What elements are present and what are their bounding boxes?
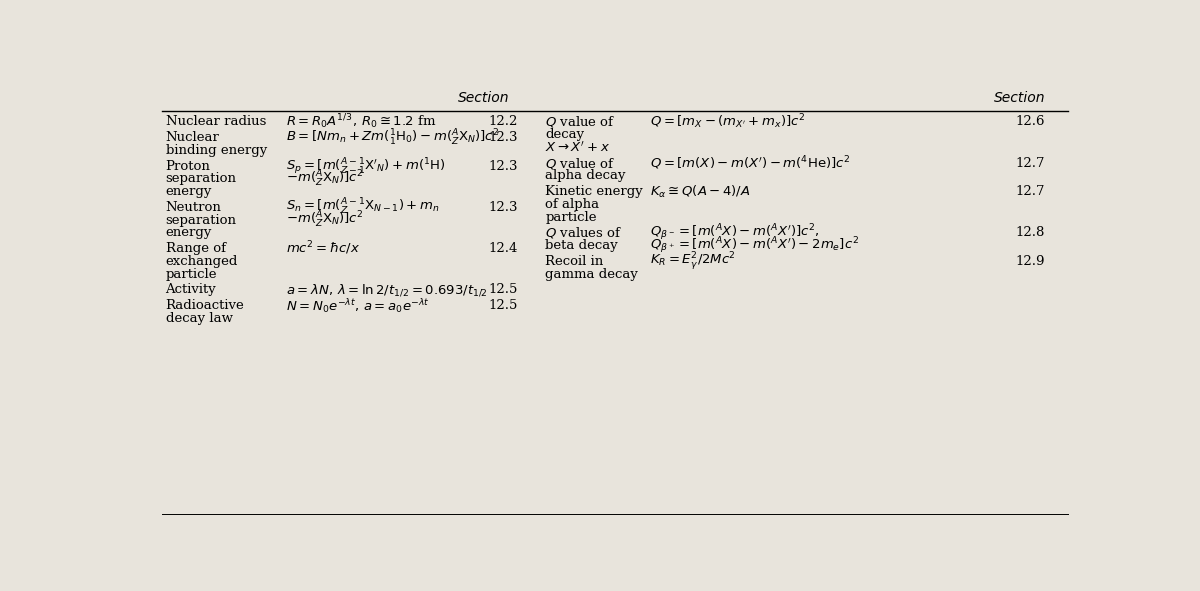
- Text: decay law: decay law: [166, 312, 233, 325]
- Text: 12.5: 12.5: [488, 299, 518, 312]
- Text: $Q = [m_X - (m_{X'} + m_x)]c^2$: $Q = [m_X - (m_{X'} + m_x)]c^2$: [650, 112, 805, 131]
- Text: $K_R = E_\gamma^2/2Mc^2$: $K_R = E_\gamma^2/2Mc^2$: [650, 251, 736, 272]
- Text: $- m(^A_Z\mathrm{X}_N)]c^2$: $- m(^A_Z\mathrm{X}_N)]c^2$: [286, 169, 364, 189]
- Text: 12.3: 12.3: [488, 131, 518, 144]
- Text: Kinetic energy: Kinetic energy: [545, 185, 643, 198]
- Text: decay: decay: [545, 128, 584, 141]
- Text: beta decay: beta decay: [545, 239, 618, 252]
- Text: Section: Section: [994, 91, 1045, 105]
- Text: Section: Section: [457, 91, 509, 105]
- Text: $- m(^A_Z\mathrm{X}_N)]c^2$: $- m(^A_Z\mathrm{X}_N)]c^2$: [286, 210, 364, 230]
- Text: $R = R_0A^{1/3},\, R_0 \cong 1.2$ fm: $R = R_0A^{1/3},\, R_0 \cong 1.2$ fm: [286, 112, 436, 131]
- Text: $N = N_0e^{-\lambda t},\, a = a_0e^{-\lambda t}$: $N = N_0e^{-\lambda t},\, a = a_0e^{-\la…: [286, 297, 430, 314]
- Text: $Q$ value of: $Q$ value of: [545, 155, 616, 171]
- Text: 12.3: 12.3: [488, 201, 518, 214]
- Text: $B = [Nm_n + Zm(^1_1\mathrm{H}_0) - m(^A_Z\mathrm{X}_N)]c^2$: $B = [Nm_n + Zm(^1_1\mathrm{H}_0) - m(^A…: [286, 128, 499, 148]
- Text: 12.8: 12.8: [1015, 226, 1045, 239]
- Text: exchanged: exchanged: [166, 255, 238, 268]
- Text: separation: separation: [166, 173, 236, 186]
- Text: Recoil in: Recoil in: [545, 255, 604, 268]
- Text: $Q$ values of: $Q$ values of: [545, 225, 623, 241]
- Text: $X \rightarrow X' + x$: $X \rightarrow X' + x$: [545, 140, 611, 155]
- Text: Radioactive: Radioactive: [166, 299, 245, 312]
- Text: Neutron: Neutron: [166, 201, 221, 214]
- Text: 12.9: 12.9: [1015, 255, 1045, 268]
- Text: of alpha: of alpha: [545, 198, 599, 211]
- Text: $S_p = [m(^{A-1}_{Z-1}\mathrm{X}'_N) + m(^1\mathrm{H})$: $S_p = [m(^{A-1}_{Z-1}\mathrm{X}'_N) + m…: [286, 156, 445, 177]
- Text: $S_n = [m(^{A-1}_Z\mathrm{X}_{N-1}) + m_n$: $S_n = [m(^{A-1}_Z\mathrm{X}_{N-1}) + m_…: [286, 197, 439, 217]
- Text: 12.5: 12.5: [488, 283, 518, 296]
- Text: $Q_{\beta^+} = [m(^AX) - m(^AX') - 2m_e]c^2$: $Q_{\beta^+} = [m(^AX) - m(^AX') - 2m_e]…: [650, 235, 859, 256]
- Text: Nuclear radius: Nuclear radius: [166, 115, 266, 128]
- Text: energy: energy: [166, 185, 212, 198]
- Text: $Q$ value of: $Q$ value of: [545, 115, 616, 129]
- Text: Range of: Range of: [166, 242, 226, 255]
- Text: gamma decay: gamma decay: [545, 268, 638, 281]
- Text: 12.4: 12.4: [488, 242, 518, 255]
- Text: 12.6: 12.6: [1015, 115, 1045, 128]
- Text: $K_\alpha \cong Q(A-4)/A$: $K_\alpha \cong Q(A-4)/A$: [650, 184, 750, 200]
- Text: 12.3: 12.3: [488, 160, 518, 173]
- Text: binding energy: binding energy: [166, 144, 266, 157]
- Text: $Q = [m(X) - m(X') - m(^4\mathrm{He})]c^2$: $Q = [m(X) - m(X') - m(^4\mathrm{He})]c^…: [650, 154, 851, 172]
- Text: separation: separation: [166, 213, 236, 226]
- Text: $a = \lambda N,\, \lambda = \ln 2/t_{1/2} = 0.693/t_{1/2}$: $a = \lambda N,\, \lambda = \ln 2/t_{1/2…: [286, 282, 487, 298]
- Text: 12.7: 12.7: [1015, 157, 1045, 170]
- Text: $mc^2 = \hbar c/x$: $mc^2 = \hbar c/x$: [286, 240, 360, 258]
- Text: $Q_{\beta^-} = [m(^AX) - m(^AX')]c^2,$: $Q_{\beta^-} = [m(^AX) - m(^AX')]c^2,$: [650, 223, 820, 243]
- Text: 12.7: 12.7: [1015, 185, 1045, 198]
- Text: energy: energy: [166, 226, 212, 239]
- Text: 12.2: 12.2: [488, 115, 518, 128]
- Text: Activity: Activity: [166, 283, 216, 296]
- Text: particle: particle: [166, 268, 217, 281]
- Text: particle: particle: [545, 210, 596, 223]
- Text: Proton: Proton: [166, 160, 210, 173]
- Text: alpha decay: alpha decay: [545, 170, 625, 183]
- Text: Nuclear: Nuclear: [166, 131, 220, 144]
